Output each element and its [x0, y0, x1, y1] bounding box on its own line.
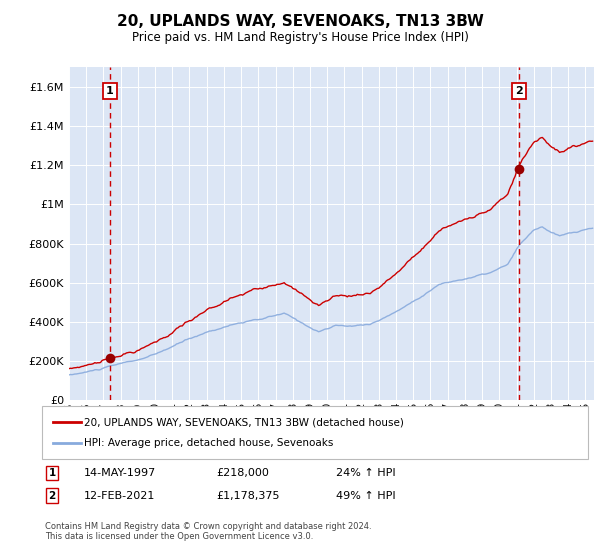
Text: 1: 1: [106, 86, 113, 96]
Text: 49% ↑ HPI: 49% ↑ HPI: [336, 491, 395, 501]
Text: £1,178,375: £1,178,375: [216, 491, 280, 501]
Text: 2: 2: [515, 86, 523, 96]
Text: 12-FEB-2021: 12-FEB-2021: [84, 491, 155, 501]
Text: 20, UPLANDS WAY, SEVENOAKS, TN13 3BW: 20, UPLANDS WAY, SEVENOAKS, TN13 3BW: [116, 14, 484, 29]
Text: Price paid vs. HM Land Registry's House Price Index (HPI): Price paid vs. HM Land Registry's House …: [131, 31, 469, 44]
Text: 24% ↑ HPI: 24% ↑ HPI: [336, 468, 395, 478]
Text: 20, UPLANDS WAY, SEVENOAKS, TN13 3BW (detached house): 20, UPLANDS WAY, SEVENOAKS, TN13 3BW (de…: [84, 417, 404, 427]
Text: 14-MAY-1997: 14-MAY-1997: [84, 468, 156, 478]
Text: £218,000: £218,000: [216, 468, 269, 478]
Text: 1: 1: [49, 468, 56, 478]
Text: HPI: Average price, detached house, Sevenoaks: HPI: Average price, detached house, Seve…: [84, 438, 334, 448]
Text: Contains HM Land Registry data © Crown copyright and database right 2024.
This d: Contains HM Land Registry data © Crown c…: [45, 522, 371, 542]
Text: 2: 2: [49, 491, 56, 501]
